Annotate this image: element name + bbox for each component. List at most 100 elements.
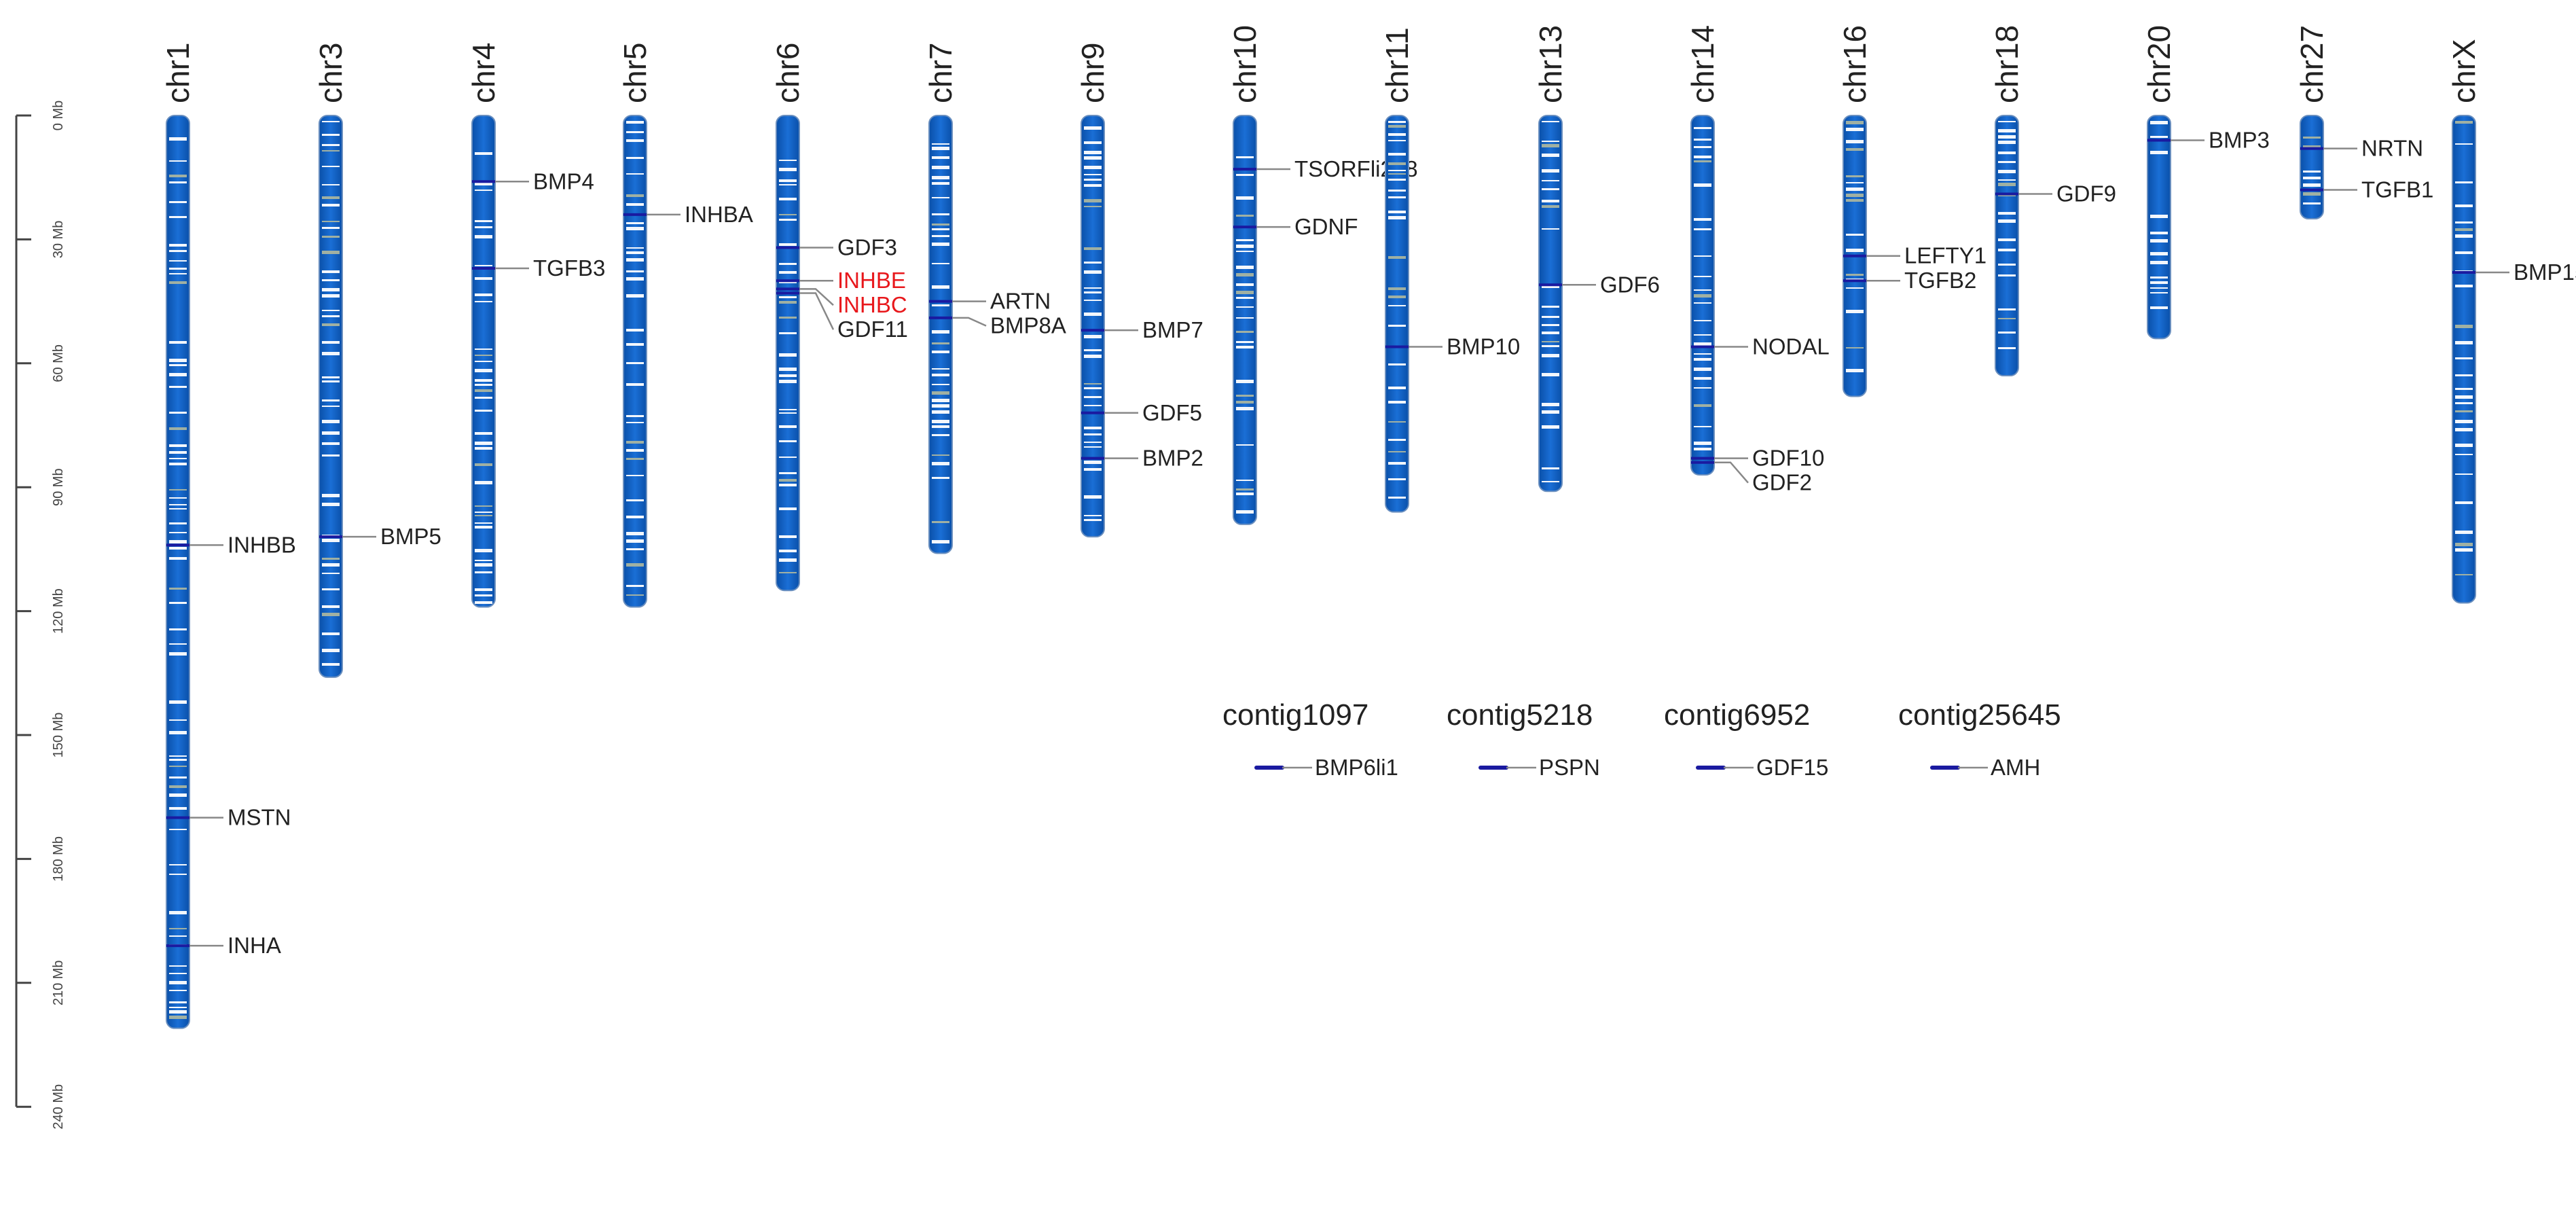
chromosome-band [932, 143, 949, 145]
chromosome-band [1846, 175, 1864, 177]
chromosome-band [169, 412, 187, 414]
chromosome-band [1084, 468, 1102, 471]
chromosome-band [322, 227, 340, 229]
contig-label: contig25645 [1898, 698, 2061, 732]
chromosome-band [1542, 410, 1559, 414]
chromosome-band [322, 454, 340, 457]
chromosome-band [1998, 318, 2016, 319]
gene-leader-line [799, 288, 834, 306]
chromosome-band [1694, 404, 1711, 407]
gene-label: GDF9 [2056, 181, 2116, 207]
chromosome-band [1542, 144, 1559, 147]
chromosome-band [1998, 264, 2016, 266]
chromosome-band [2455, 285, 2473, 287]
chromosome-band [1236, 380, 1254, 383]
axis-tick-label: 90 Mb [51, 468, 66, 506]
chromosome-band [475, 560, 492, 561]
chromosome-band [1388, 162, 1406, 165]
chromosome-band [1388, 462, 1406, 465]
chromosome-label: chr1 [160, 43, 196, 103]
chromosome-band [475, 348, 492, 350]
chromosome-band [626, 594, 644, 596]
gene-label: BMP3 [2209, 127, 2270, 152]
chromosome-band [779, 374, 797, 377]
gene-label: GDF3 [837, 235, 897, 260]
chromosome-band [1694, 353, 1711, 355]
chromosome-band [626, 516, 644, 518]
chromosome-band [322, 294, 340, 298]
chromosome-band [626, 222, 644, 224]
chromosome-band [932, 342, 949, 344]
chromosome-band [779, 271, 797, 274]
chromosome-band [626, 449, 644, 452]
chromosome-body [1385, 115, 1409, 513]
chromosome-band [1084, 312, 1102, 316]
chromosome-band [475, 442, 492, 445]
chromosome-band [779, 507, 797, 510]
gene-label: INHBA [685, 202, 753, 227]
chromosome-band [1084, 270, 1102, 274]
chromosome-band [1542, 154, 1559, 157]
chromosome-band [322, 563, 340, 567]
chromosome-band [1084, 287, 1102, 289]
gene-mstn: MSTN [166, 805, 291, 830]
chromosome-band [932, 404, 949, 408]
chromosome-band [322, 558, 340, 560]
chromosome-band [2150, 261, 2168, 264]
chromosome-band [1694, 448, 1711, 450]
chromosome-band [626, 139, 644, 142]
chromosome-band [932, 182, 949, 185]
chromosome-band [626, 258, 644, 262]
chromosome-band [1236, 266, 1254, 269]
chromosome-band [932, 147, 949, 150]
chromosome-band [1846, 369, 1864, 372]
chromosome-band [1388, 478, 1406, 480]
gene-label: BMP5 [380, 524, 441, 549]
chromosome-band [169, 181, 187, 183]
chromosome-band [322, 310, 340, 311]
chromosome-band [932, 213, 949, 215]
axis-tick-label: 180 Mb [51, 836, 66, 882]
chromosome-band [1084, 396, 1102, 398]
chromosome-band [322, 270, 340, 273]
chromosome-band [779, 160, 797, 161]
gene-tgfb1: TGFB1 [2300, 177, 2433, 202]
gene-label: NRTN [2361, 136, 2423, 161]
chromosome-band [1236, 306, 1254, 308]
chromosome-band [1388, 196, 1406, 198]
chromosome-band [169, 451, 187, 454]
chromosome-band [169, 807, 187, 810]
chromosome-band [626, 194, 644, 197]
chromosome-band [626, 270, 644, 272]
contig-label: contig1097 [1222, 698, 1368, 732]
chromosome-band [2455, 420, 2473, 423]
chromosome-band [1236, 283, 1254, 286]
chromosome-band [322, 632, 340, 635]
chromosome-band [1694, 139, 1711, 141]
chromosome-band [475, 220, 492, 222]
chromosome-band [169, 268, 187, 270]
chromosome-band [2150, 215, 2168, 218]
chromosome-band [169, 250, 187, 252]
chromosome-band [1694, 334, 1711, 336]
chromosome-label: chr20 [2141, 25, 2177, 103]
chromosome-band [169, 981, 187, 984]
chromosome-band [322, 442, 340, 445]
chromosome-band [779, 301, 797, 304]
gene-label: INHA [228, 933, 281, 958]
chromosome-band [322, 406, 340, 407]
chromosome-band [475, 447, 492, 450]
chromosome-band [2150, 306, 2168, 309]
chromosome-band [1084, 355, 1102, 358]
chromosome-band [2455, 501, 2473, 504]
gene-inhba: INHBA [623, 202, 753, 227]
gene-label: PSPN [1539, 755, 1600, 780]
chromosome-band [1694, 320, 1711, 321]
chromosome-band [932, 197, 949, 198]
chromosome-body [928, 115, 953, 554]
chromosome-band [322, 196, 340, 199]
axis-tick-label: 0 Mb [51, 101, 66, 130]
chromosome-band [2303, 137, 2321, 139]
chromosome-band [1694, 426, 1711, 427]
chromosome-group: chr1INHBBMSTNINHAchr3BMP5chr4BMP4TGFB3ch… [160, 25, 2576, 1029]
